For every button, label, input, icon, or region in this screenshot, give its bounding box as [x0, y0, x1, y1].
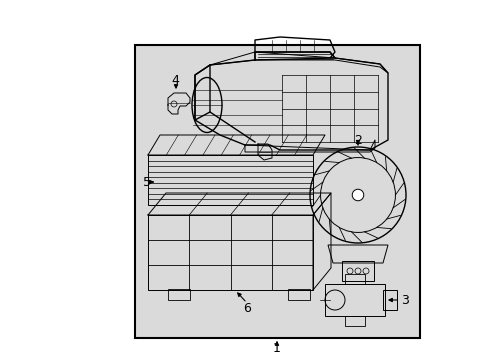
- Circle shape: [351, 189, 363, 201]
- Bar: [382, 290, 396, 310]
- Bar: [345, 274, 364, 284]
- Bar: [148, 155, 312, 205]
- Bar: [341, 261, 373, 281]
- Bar: [345, 316, 364, 326]
- Bar: [148, 215, 312, 290]
- Text: 4: 4: [171, 73, 179, 86]
- Bar: [135, 45, 419, 338]
- Bar: [168, 289, 190, 300]
- Text: 2: 2: [353, 134, 361, 147]
- Bar: [287, 289, 309, 300]
- Text: 1: 1: [272, 342, 281, 356]
- Bar: [325, 284, 384, 316]
- Text: 3: 3: [400, 293, 408, 306]
- Text: 5: 5: [142, 176, 151, 189]
- Text: 6: 6: [243, 302, 250, 315]
